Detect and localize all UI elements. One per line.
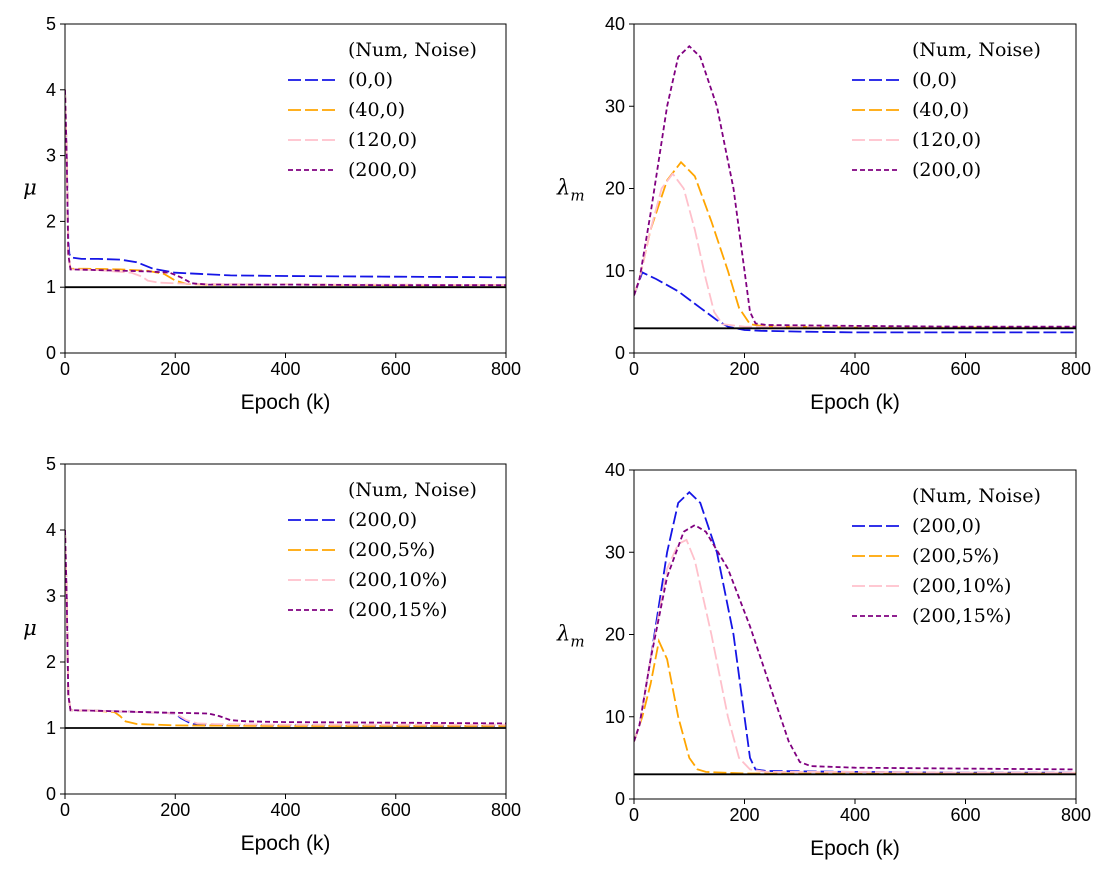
legend-label: (200,0)	[348, 159, 417, 181]
x-tick-label: 600	[381, 359, 411, 379]
series-line-3	[65, 89, 506, 287]
legend-label: (200,0)	[348, 509, 417, 531]
x-tick-label: 200	[729, 359, 759, 379]
x-tick-label: 0	[60, 800, 70, 820]
y-tick-label: 20	[605, 179, 625, 199]
y-tick-label: 1	[46, 277, 56, 297]
legend: (Num, Noise) (200,0) (200,5%) (200,10%) (200…	[852, 485, 1041, 627]
legend: (Num, Noise) (0,0) (40,0) (120,0) (200,0)	[288, 39, 477, 181]
y-tick-label: 0	[46, 343, 56, 363]
legend: (Num, Noise) (0,0) (40,0) (120,0) (200,0)	[852, 39, 1041, 181]
y-tick-label: 3	[46, 586, 56, 606]
legend-label: (200,10%)	[348, 569, 447, 591]
legend-label: (40,0)	[912, 99, 969, 121]
legend-label: (120,0)	[348, 129, 417, 151]
y-tick-label: 1	[46, 718, 56, 738]
y-tick-label: 30	[605, 96, 625, 116]
legend-title: (Num, Noise)	[348, 479, 477, 501]
series-line-3	[65, 529, 506, 726]
plot-frame	[633, 23, 1077, 354]
y-axis-title: μ	[23, 616, 37, 640]
legend: (Num, Noise) (200,0) (200,5%) (200,10%) (200…	[288, 479, 477, 621]
y-tick-label: 10	[605, 707, 625, 727]
x-axis-title: Epoch (k)	[241, 391, 331, 414]
series-line-3	[634, 172, 1076, 329]
x-axis-title: Epoch (k)	[241, 832, 331, 855]
series-line-4	[65, 89, 506, 287]
chart-panel-2: 0 200 400 600 800 0 10 20 30 40 Epoch (k) λm (Num, N…	[556, 14, 1091, 414]
x-tick-label: 0	[629, 805, 639, 825]
y-tick-label: 10	[605, 261, 625, 281]
x-tick-label: 800	[1061, 359, 1091, 379]
x-tick-label: 800	[491, 800, 521, 820]
x-tick-label: 200	[729, 805, 759, 825]
series-line-2	[634, 160, 1076, 329]
y-tick-label: 0	[46, 784, 56, 804]
x-tick-label: 400	[840, 805, 870, 825]
x-tick-label: 400	[270, 359, 300, 379]
y-axis-title: λm	[556, 176, 585, 205]
series-line-1	[634, 490, 1076, 774]
chart-panel-3: 0 200 400 600 800 0 1 2 3 4 5 Epoch (k) μ (Num, Noise…	[23, 454, 521, 855]
legend-label: (200,5%)	[348, 539, 435, 561]
series-line-4	[634, 44, 1076, 328]
series-line-2	[65, 529, 506, 727]
x-tick-label: 200	[160, 800, 190, 820]
plot-frame	[633, 469, 1077, 800]
x-tick-label: 0	[629, 359, 639, 379]
series-line-1	[65, 89, 506, 279]
legend-label: (200,15%)	[912, 605, 1011, 627]
x-tick-label: 400	[840, 359, 870, 379]
series-line-2	[634, 638, 1076, 775]
legend-label: (0,0)	[912, 69, 957, 91]
chart-panel-1: 0 200 400 600 800 0 1 2 3 4 5 Epoch (k) μ (Num, Noise…	[23, 14, 521, 414]
x-tick-label: 600	[950, 805, 980, 825]
legend-label: (120,0)	[912, 129, 981, 151]
legend-label: (200,0)	[912, 515, 981, 537]
y-axis-title: μ	[23, 176, 37, 200]
y-tick-label: 2	[46, 211, 56, 231]
y-tick-label: 0	[615, 343, 625, 363]
x-tick-label: 400	[270, 800, 300, 820]
x-tick-label: 200	[160, 359, 190, 379]
legend-title: (Num, Noise)	[348, 39, 477, 61]
x-tick-label: 600	[950, 359, 980, 379]
series-line-2	[65, 89, 506, 287]
x-tick-label: 600	[381, 800, 411, 820]
y-tick-label: 40	[605, 460, 625, 480]
legend-title: (Num, Noise)	[912, 485, 1041, 507]
legend-label: (0,0)	[348, 69, 393, 91]
plot-frame	[64, 463, 507, 795]
x-axis-title: Epoch (k)	[810, 391, 900, 414]
y-tick-label: 3	[46, 146, 56, 166]
series-line-1	[65, 529, 506, 727]
chart-panel-4: 0 200 400 600 800 0 10 20 30 40 Epoch (k) λm (Num, N…	[556, 460, 1091, 860]
y-tick-label: 0	[615, 789, 625, 809]
legend-label: (200,15%)	[348, 599, 447, 621]
y-tick-label: 40	[605, 14, 625, 34]
series-line-1	[634, 271, 1076, 334]
x-tick-label: 800	[491, 359, 521, 379]
y-axis-title: λm	[556, 622, 585, 651]
y-tick-label: 5	[46, 14, 56, 34]
legend-label: (200,10%)	[912, 575, 1011, 597]
y-tick-label: 2	[46, 652, 56, 672]
series-line-4	[65, 529, 506, 725]
y-tick-label: 4	[46, 520, 56, 540]
y-tick-label: 30	[605, 542, 625, 562]
series-line-4	[634, 524, 1076, 771]
x-axis-title: Epoch (k)	[810, 837, 900, 860]
x-tick-label: 800	[1061, 805, 1091, 825]
x-tick-label: 0	[60, 359, 70, 379]
plot-frame	[64, 23, 507, 354]
legend-label: (200,0)	[912, 159, 981, 181]
y-tick-label: 4	[46, 80, 56, 100]
legend-label: (200,5%)	[912, 545, 999, 567]
legend-label: (40,0)	[348, 99, 405, 121]
legend-title: (Num, Noise)	[912, 39, 1041, 61]
y-tick-label: 20	[605, 625, 625, 645]
y-tick-label: 5	[46, 454, 56, 474]
